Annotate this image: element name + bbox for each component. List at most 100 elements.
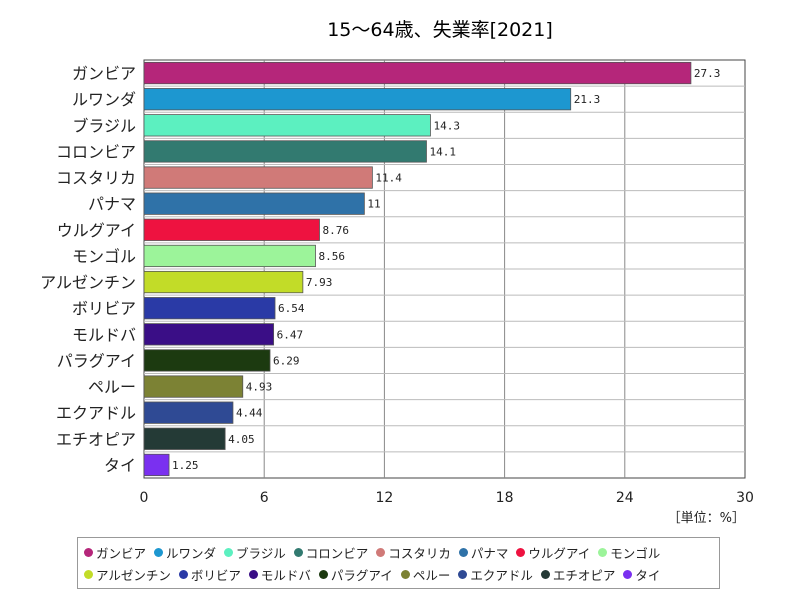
bar <box>143 427 226 450</box>
legend-swatch <box>248 569 258 579</box>
category-labels: ガンビアルワンダブラジルコロンビアコスタリカパナマウルグアイモンゴルアルゼンチン… <box>40 64 136 475</box>
legend-label: ガンビア <box>96 545 147 561</box>
bar <box>143 401 234 424</box>
bar <box>143 218 320 241</box>
bar <box>143 270 304 294</box>
data-label: 1.25 <box>172 459 199 472</box>
tick-label: 30 <box>736 490 754 506</box>
data-label: 7.93 <box>306 276 333 289</box>
category-label: ボリビア <box>72 299 136 318</box>
legend-swatch <box>376 547 386 557</box>
data-label: 6.29 <box>273 354 300 367</box>
legend-label: ボリビア <box>190 567 241 583</box>
category-label: モルドバ <box>72 325 136 344</box>
grid <box>143 59 746 479</box>
legend-item: エチオピア <box>540 563 616 585</box>
legend-label: アルゼンチン <box>96 567 171 583</box>
legend-swatch <box>154 547 164 557</box>
bar <box>143 297 276 320</box>
category-label: ウルグアイ <box>57 221 136 240</box>
unit-label: ［単位：%］ <box>668 510 745 526</box>
legend-swatch <box>293 547 303 557</box>
legend-label: モルドバ <box>260 567 311 583</box>
bar <box>143 323 275 346</box>
data-label: 27.3 <box>694 67 721 80</box>
legend-label: ブラジル <box>236 545 286 561</box>
legend-item: パラグアイ <box>318 563 393 585</box>
legend-label: ペルー <box>412 567 451 583</box>
bar <box>143 114 431 137</box>
category-label: コスタリカ <box>56 169 136 188</box>
legend-item: ボリビア <box>178 563 241 585</box>
legend-label: ルワンダ <box>166 545 217 561</box>
category-label: モンゴル <box>72 247 136 266</box>
legend-label: パラグアイ <box>330 567 393 583</box>
legend-label: エチオピア <box>552 567 616 583</box>
bar <box>143 61 692 85</box>
category-label: ペルー <box>88 378 136 397</box>
legend-swatch <box>623 569 633 579</box>
legend-label: コロンビア <box>305 545 369 561</box>
bar <box>143 140 427 163</box>
bar <box>143 453 170 477</box>
data-label: 14.1 <box>429 145 456 158</box>
tick-label: 24 <box>616 490 634 506</box>
data-label: 4.44 <box>236 407 263 420</box>
legend: ガンビア ルワンダ ブラジル コロンビア コスタリカ パナマ ウルグアイ モンゴルアルゼンチン… <box>77 537 720 589</box>
data-label: 8.56 <box>318 250 345 263</box>
legend-item: モンゴル <box>598 541 660 563</box>
legend-label: モンゴル <box>610 545 661 561</box>
data-label: 8.76 <box>322 224 349 237</box>
data-label: 11.4 <box>375 172 402 185</box>
legend-swatch <box>84 547 93 557</box>
bars: 27.3 21.3 14.3 14.1 11.4 11 8.76 8.56 7.936.54 6.… <box>143 61 721 477</box>
legend-label: エクアドル <box>470 567 533 583</box>
legend-swatch <box>516 547 526 557</box>
legend-swatch <box>84 569 93 579</box>
legend-item: コスタリカ <box>376 541 451 563</box>
tick-label: 18 <box>496 490 514 506</box>
legend-label: タイ <box>635 567 661 583</box>
legend-label: パナマ <box>470 545 509 561</box>
legend-item: ルワンダ <box>154 541 216 563</box>
legend-label: ウルグアイ <box>528 545 591 561</box>
legend-item: ウルグアイ <box>516 541 590 563</box>
legend-swatch <box>318 569 328 579</box>
category-label: パナマ <box>88 195 136 214</box>
x-axis-ticks: 0 6 12 18 24 30 <box>140 490 754 506</box>
data-label: 6.47 <box>277 328 304 341</box>
legend-item: ペルー <box>400 563 451 585</box>
legend-item: モルドバ <box>248 563 311 585</box>
data-label: 11 <box>367 198 380 211</box>
bar <box>143 349 271 372</box>
category-label: パラグアイ <box>57 351 136 370</box>
bar <box>143 192 365 215</box>
category-label: アルゼンチン <box>40 273 136 292</box>
legend-swatch <box>458 569 468 579</box>
legend-swatch <box>598 547 608 557</box>
tick-label: 12 <box>375 490 393 506</box>
legend-swatch <box>540 569 550 579</box>
category-label: ルワンダ <box>72 90 136 109</box>
category-label: ガンビア <box>72 64 136 83</box>
legend-item: ブラジル <box>224 541 286 563</box>
bar <box>143 88 572 111</box>
data-label: 4.93 <box>246 381 273 394</box>
legend-swatch <box>400 569 410 579</box>
legend-item: アルゼンチン <box>84 563 171 585</box>
legend-label: コスタリカ <box>388 545 451 561</box>
category-label: エクアドル <box>56 404 136 423</box>
tick-label: 6 <box>260 490 269 506</box>
legend-item: コロンビア <box>293 541 369 563</box>
tick-label: 0 <box>140 490 149 506</box>
category-label: コロンビア <box>56 142 136 161</box>
bar <box>143 244 316 268</box>
category-label: エチオピア <box>56 430 136 449</box>
legend-swatch <box>224 547 234 557</box>
data-label: 21.3 <box>574 93 601 106</box>
legend-swatch <box>178 569 188 579</box>
legend-item: ガンビア <box>84 541 146 563</box>
data-label: 6.54 <box>278 302 305 315</box>
category-label: タイ <box>104 456 136 475</box>
